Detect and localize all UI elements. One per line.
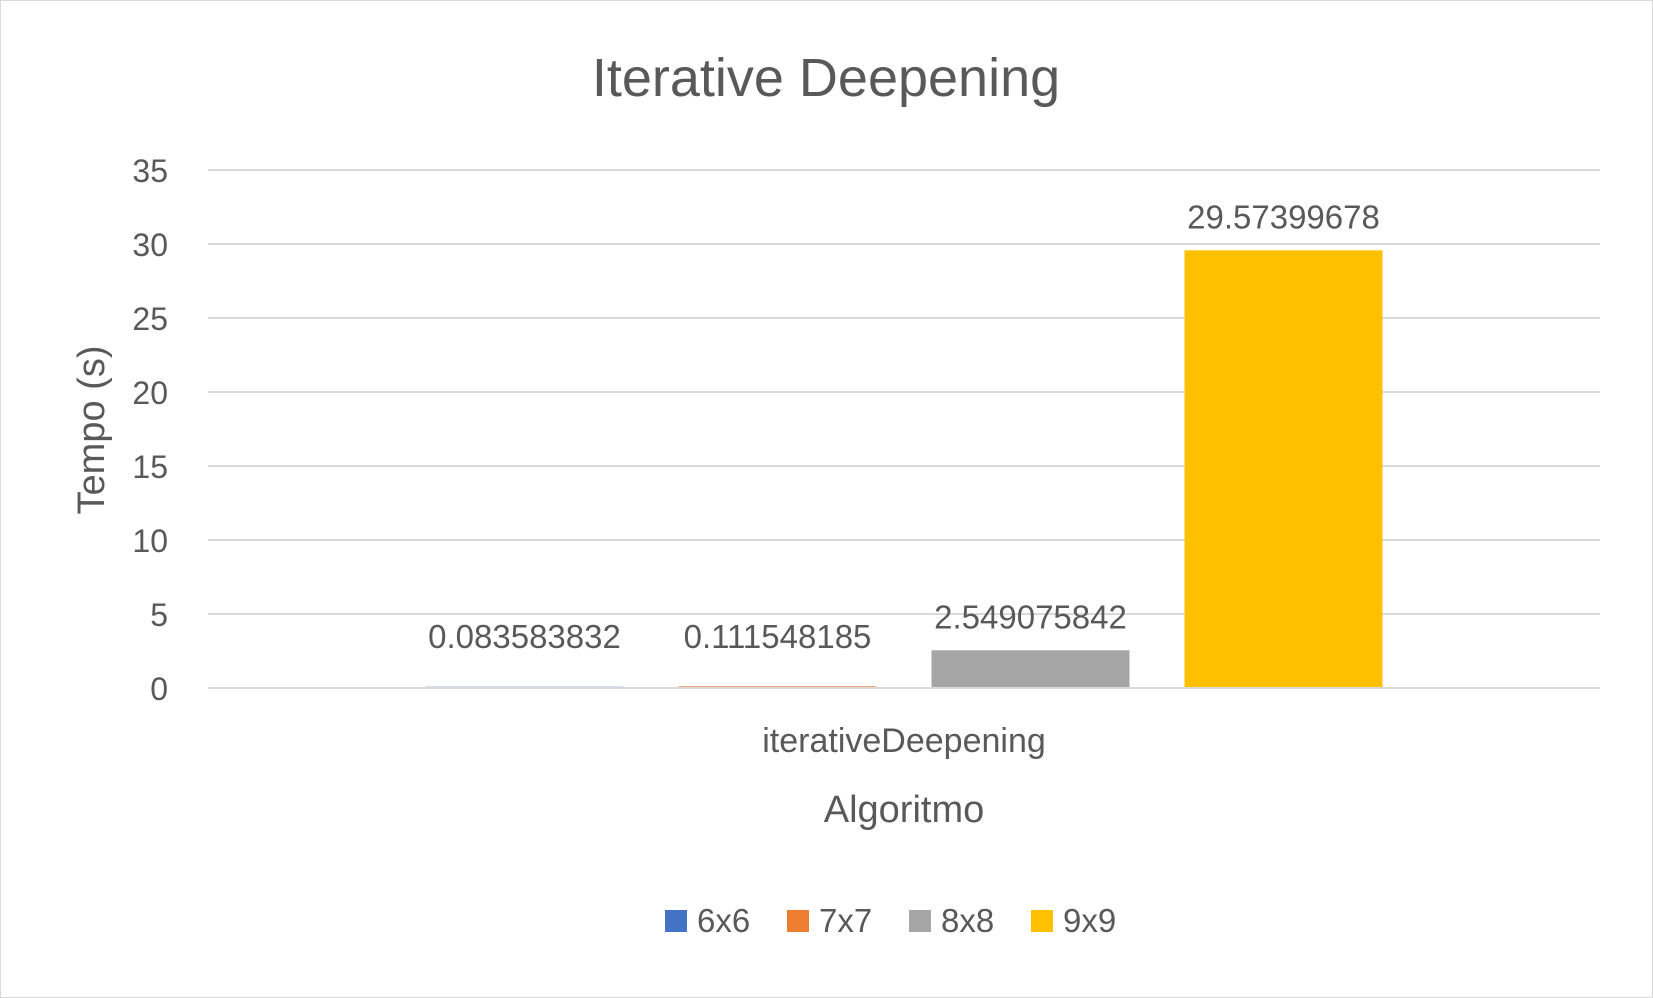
y-tick-label: 5 [150,597,168,633]
legend-swatch-7x7 [787,910,809,932]
y-tick-label: 25 [132,301,168,337]
legend-label-6x6: 6x6 [697,902,750,939]
data-label-8x8: 2.549075842 [934,598,1127,635]
legend-swatch-8x8 [909,910,931,932]
y-tick-labels: 0 5 10 15 20 25 30 35 [132,153,168,707]
legend-swatch-9x9 [1031,910,1053,932]
data-labels: 0.083583832 0.111548185 2.549075842 29.5739… [428,198,1380,655]
x-category-label: iterativeDeepening [762,722,1046,760]
legend: 6x6 7x7 8x8 9x9 [665,902,1116,939]
x-axis-title: Algoritmo [824,789,985,831]
gridlines [208,169,1600,615]
data-label-9x9: 29.57399678 [1187,198,1380,235]
y-tick-label: 10 [132,523,168,559]
legend-swatch-6x6 [665,910,687,932]
bar-9x9 [1184,250,1383,688]
legend-label-9x9: 9x9 [1063,902,1116,939]
y-tick-label: 20 [132,375,168,411]
legend-label-7x7: 7x7 [819,902,872,939]
y-tick-label: 15 [132,449,168,485]
legend-label-8x8: 8x8 [941,902,994,939]
y-tick-label: 0 [150,671,168,707]
y-tick-label: 35 [132,153,168,189]
data-label-6x6: 0.083583832 [428,618,621,655]
y-tick-label: 30 [132,227,168,263]
bars [425,250,1383,688]
y-axis-title: Tempo (s) [71,346,113,515]
bar-8x8 [931,650,1130,688]
chart-title: Iterative Deepening [592,48,1060,108]
data-label-7x7: 0.111548185 [684,618,872,655]
